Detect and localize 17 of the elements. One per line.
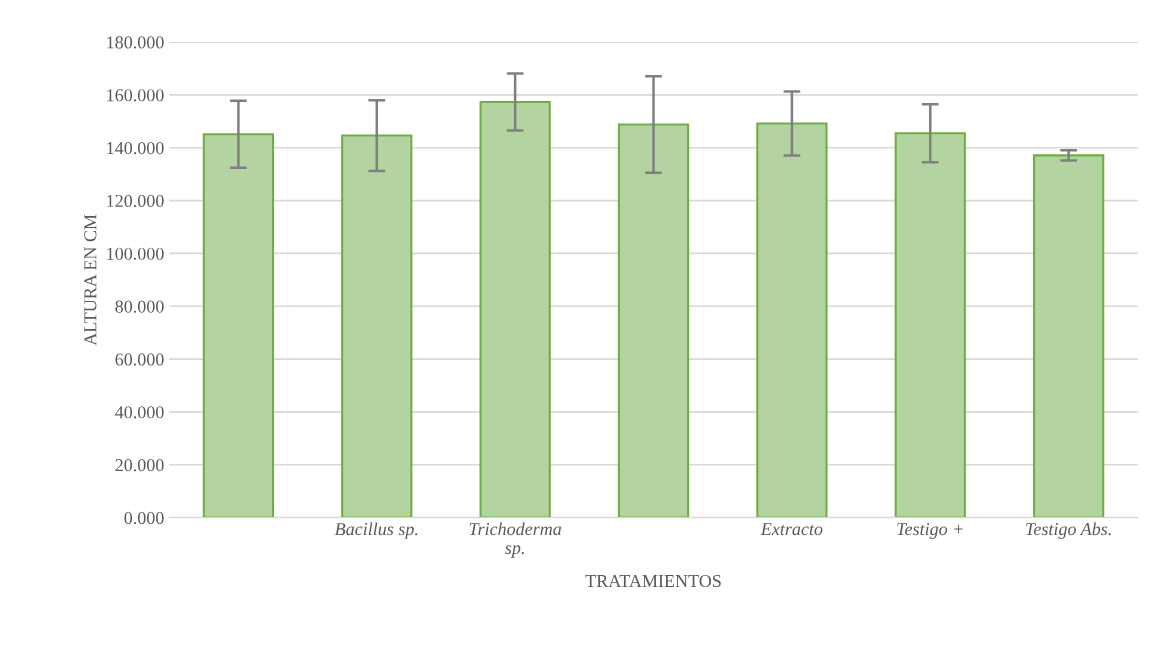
y-axis-title: ALTURA EN CM (84, 214, 97, 346)
x-axis-title: TRATAMIENTOS (585, 574, 721, 588)
y-tick-label: 160.000 (107, 89, 164, 102)
x-tick-label: Testigo + (897, 523, 963, 539)
y-tick-label: 140.000 (107, 141, 164, 155)
y-tick-label: 60.000 (115, 353, 164, 366)
y-tick-label: 40.000 (115, 406, 164, 419)
x-tick-label: Trichoderma sp. (469, 522, 562, 558)
y-tick-label: 20.000 (115, 459, 164, 472)
y-tick-label: 100.000 (107, 247, 164, 260)
y-tick-label: 80.000 (115, 300, 164, 313)
x-tick-label: Testigo Abs. (1026, 522, 1111, 539)
y-tick-label: 180.000 (107, 36, 164, 49)
y-tick-label: 120.000 (107, 194, 164, 208)
x-tick-label: Extracto (760, 523, 823, 536)
x-tick-label: Bacillus sp. (334, 522, 418, 539)
y-tick-label: 0.000 (124, 511, 164, 525)
